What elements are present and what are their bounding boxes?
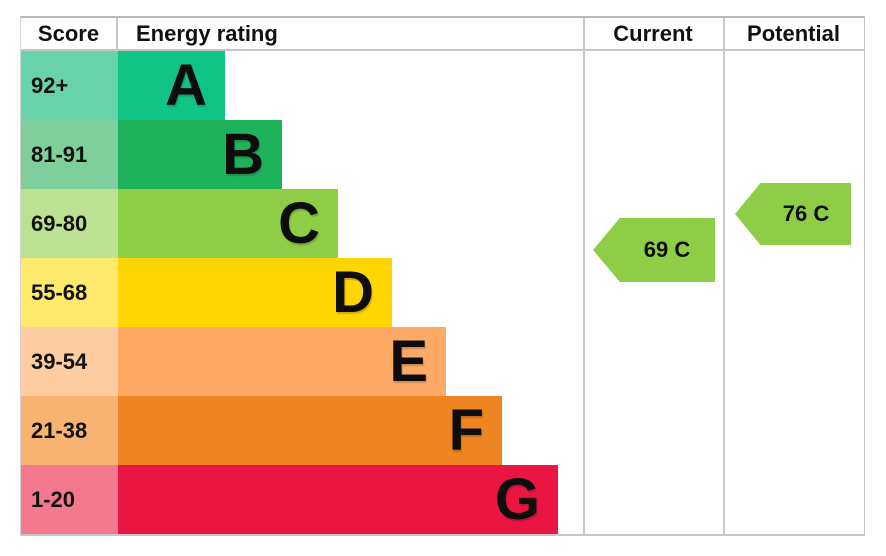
band-row-b: 81-91 B <box>21 120 864 189</box>
band-bar: D <box>118 258 392 327</box>
band-letter: B <box>222 122 264 187</box>
band-score-range: 81-91 <box>21 120 118 189</box>
band-row-g: 1-20 G <box>21 465 864 534</box>
band-score-range: 21-38 <box>21 396 118 465</box>
band-letter: E <box>389 329 428 394</box>
band-row-c: 69-80 C <box>21 189 864 258</box>
band-score-range: 39-54 <box>21 327 118 396</box>
band-letter: F <box>448 398 484 463</box>
band-score-range: 92+ <box>21 51 118 120</box>
band-row-e: 39-54 E <box>21 327 864 396</box>
band-row-a: 92+ A <box>21 51 864 120</box>
band-letter: G <box>494 467 540 532</box>
potential-column-divider <box>723 18 725 534</box>
table-header-row: Score Energy rating Current Potential <box>21 18 864 51</box>
band-letter: C <box>278 191 320 256</box>
band-row-d: 55-68 D <box>21 258 864 327</box>
header-current: Current <box>613 21 693 46</box>
band-bar: A <box>118 51 225 120</box>
band-bar: E <box>118 327 446 396</box>
band-bar: B <box>118 120 282 189</box>
epc-table: Score Energy rating Current Potential 92… <box>20 16 865 536</box>
band-row-f: 21-38 F <box>21 396 864 465</box>
band-score-range: 1-20 <box>21 465 118 534</box>
band-bar: C <box>118 189 338 258</box>
band-bar: F <box>118 396 502 465</box>
band-letter: D <box>332 260 374 325</box>
current-rating-value: 69 C <box>643 237 691 262</box>
band-score-range: 55-68 <box>21 258 118 327</box>
header-score: Score <box>21 18 118 49</box>
band-score-range: 69-80 <box>21 189 118 258</box>
header-potential: Potential <box>747 21 840 46</box>
header-energy-rating: Energy rating <box>136 21 278 46</box>
band-bar: G <box>118 465 558 534</box>
potential-rating-arrow: 76 C <box>735 183 851 245</box>
current-column-divider <box>583 18 585 534</box>
band-letter: A <box>165 53 207 118</box>
current-rating-arrow: 69 C <box>593 218 715 282</box>
potential-rating-value: 76 C <box>782 201 830 226</box>
